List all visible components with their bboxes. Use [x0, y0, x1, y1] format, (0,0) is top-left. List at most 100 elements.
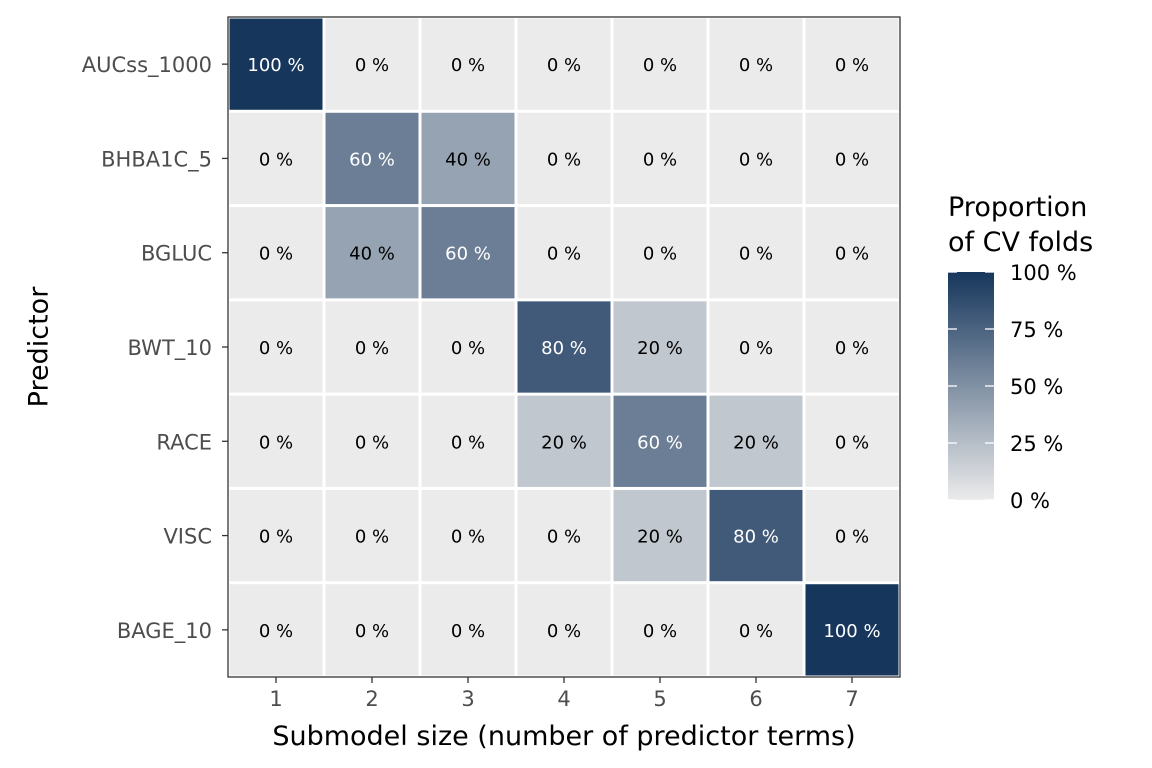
x-tick-label: 6 [749, 687, 762, 711]
cell-value-label: 0 % [835, 432, 869, 453]
cell-value-label: 0 % [739, 338, 773, 359]
heatmap-cell [421, 112, 515, 205]
cell-value-label: 60 % [445, 244, 491, 265]
legend-label: 100 % [1010, 261, 1077, 285]
cell-value-label: 60 % [349, 149, 395, 170]
legend-label: 50 % [1010, 375, 1063, 399]
heatmap-cell [421, 489, 515, 582]
legend: Proportion of CV folds 100 % 75 % 50 % 25 %… [948, 192, 1093, 513]
heatmap-cell [517, 112, 611, 205]
cell-value-label: 0 % [355, 527, 389, 548]
heatmap-cell [805, 112, 899, 205]
heatmap-cell [709, 489, 803, 582]
legend-label: 75 % [1010, 318, 1063, 342]
cell-value-label: 0 % [835, 338, 869, 359]
heatmap-cell [517, 584, 611, 676]
heatmap-cell [805, 301, 899, 393]
y-tick-label: BHBA1C_5 [101, 147, 212, 172]
cell-value-label: 0 % [259, 338, 293, 359]
legend-title-line-2: of CV folds [948, 227, 1093, 258]
heatmap-cell [421, 207, 515, 299]
x-tick-label: 2 [365, 687, 378, 711]
cell-value-label: 40 % [445, 149, 491, 170]
x-axis-title: Submodel size (number of predictor terms… [272, 721, 855, 752]
cell-value-label: 0 % [835, 527, 869, 548]
cell-value-label: 0 % [835, 244, 869, 265]
cell-value-label: 0 % [259, 527, 293, 548]
heatmap-cell [709, 112, 803, 205]
heatmap-cell [421, 584, 515, 676]
y-tick-label: BGLUC [141, 242, 212, 266]
cell-value-label: 0 % [643, 621, 677, 642]
y-tick-label: RACE [156, 430, 212, 454]
cell-value-label: 0 % [643, 149, 677, 170]
heatmap-cell [805, 489, 899, 582]
y-tick-label: BWT_10 [128, 336, 212, 361]
heatmap-cell [805, 395, 899, 487]
cell-value-label: 0 % [259, 621, 293, 642]
cell-value-label: 0 % [643, 244, 677, 265]
y-axis: AUCss_1000 BHBA1C_5 BGLUC BWT_10 RACE VISC BAG… [82, 53, 228, 644]
cell-value-label: 20 % [733, 432, 779, 453]
cell-value-label: 0 % [547, 621, 581, 642]
cell-value-label: 100 % [247, 55, 304, 76]
cell-value-label: 0 % [739, 621, 773, 642]
cell-value-label: 0 % [451, 338, 485, 359]
heatmap-cell [805, 18, 899, 110]
cell-value-label: 0 % [451, 55, 485, 76]
cell-value-label: 0 % [739, 244, 773, 265]
cell-value-label: 0 % [643, 55, 677, 76]
heatmap-cell [229, 207, 323, 299]
y-tick-label: AUCss_1000 [82, 53, 212, 78]
heatmap-cell [517, 18, 611, 110]
heatmap-cell [325, 301, 419, 393]
heatmap-cell [709, 301, 803, 393]
heatmap-cell [325, 112, 419, 205]
heatmap-cell [613, 395, 707, 487]
x-tick-label: 7 [845, 687, 858, 711]
cell-value-label: 0 % [547, 55, 581, 76]
heatmap-cell [325, 18, 419, 110]
heatmap-cell [325, 489, 419, 582]
legend-ticks: 100 % 75 % 50 % 25 % 0 % [948, 261, 1077, 513]
heatmap-cell [229, 112, 323, 205]
x-tick-label: 5 [653, 687, 666, 711]
heatmap-cell [325, 584, 419, 676]
heatmap-cell [709, 207, 803, 299]
heatmap-cell [517, 489, 611, 582]
cell-value-label: 60 % [637, 432, 683, 453]
heatmap-cell [613, 301, 707, 393]
y-tick-label: VISC [163, 525, 212, 549]
cell-value-label: 20 % [637, 338, 683, 359]
x-tick-label: 1 [269, 687, 282, 711]
heatmap-cell [613, 18, 707, 110]
legend-label: 0 % [1010, 489, 1050, 513]
cell-value-label: 0 % [355, 621, 389, 642]
heatmap-cell [709, 584, 803, 676]
legend-label: 25 % [1010, 432, 1063, 456]
heatmap-cell [613, 489, 707, 582]
heatmap-cell [709, 18, 803, 110]
x-axis: 1 2 3 4 5 6 7 [269, 677, 859, 711]
y-tick-label: BAGE_10 [117, 619, 212, 644]
x-tick-label: 4 [557, 687, 570, 711]
cell-value-label: 0 % [451, 527, 485, 548]
cell-value-label: 80 % [541, 338, 587, 359]
heatmap-cell [517, 207, 611, 299]
heatmap-cell [229, 18, 323, 110]
legend-title-line-1: Proportion [948, 192, 1087, 223]
heatmap-cell [421, 395, 515, 487]
cell-value-label: 0 % [739, 149, 773, 170]
heatmap-cell [613, 584, 707, 676]
heatmap-cell [805, 207, 899, 299]
cell-value-label: 0 % [259, 244, 293, 265]
cell-value-label: 0 % [835, 149, 869, 170]
heatmap-cell [517, 395, 611, 487]
cell-value-label: 0 % [739, 55, 773, 76]
cell-value-label: 0 % [355, 55, 389, 76]
cell-value-label: 0 % [451, 621, 485, 642]
heatmap-cell [709, 395, 803, 487]
cell-value-label: 0 % [259, 432, 293, 453]
heatmap-cell [613, 112, 707, 205]
cell-value-label: 0 % [547, 527, 581, 548]
